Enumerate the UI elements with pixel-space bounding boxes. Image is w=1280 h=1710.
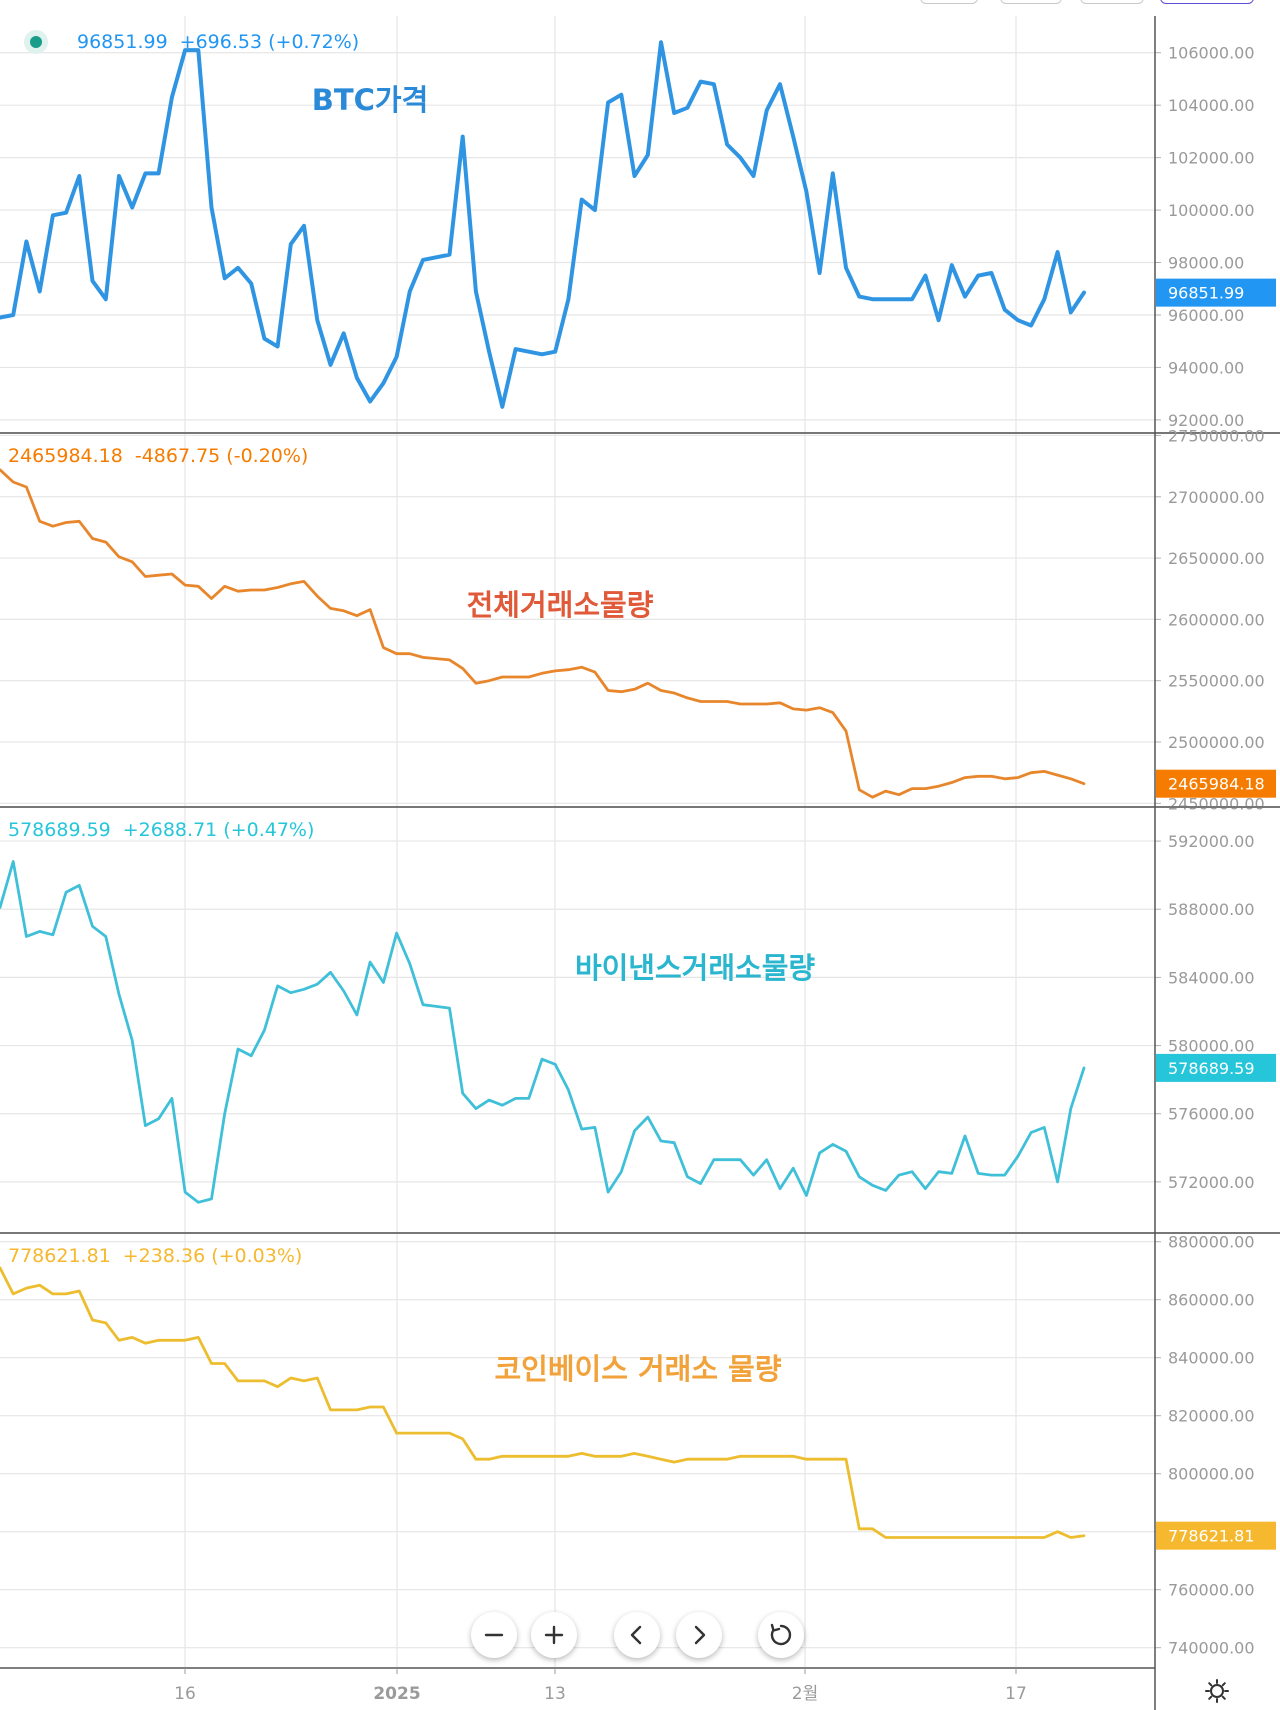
- x-tick-label: 16: [174, 1684, 196, 1704]
- y-tick-label: 860000.00: [1168, 1291, 1255, 1310]
- series-line-btc: [0, 40, 1086, 409]
- gear-icon: [1205, 1679, 1229, 1703]
- legend-change: +2688.71 (+0.47%): [123, 819, 315, 841]
- y-tick-label: 592000.00: [1168, 832, 1255, 851]
- legend-value: 578689.59: [8, 819, 111, 841]
- y-tick-label: 100000.00: [1168, 201, 1255, 220]
- legend-change: +238.36 (+0.03%): [123, 1245, 303, 1267]
- y-tick-label: 760000.00: [1168, 1581, 1255, 1600]
- x-tick-label: 2025: [373, 1684, 420, 1704]
- y-tick-label: 2500000.00: [1168, 733, 1265, 752]
- last-value-badge: [1156, 1521, 1276, 1550]
- last-value-label: 96851.99: [1168, 284, 1244, 303]
- y-tick-label: 2750000.00: [1168, 426, 1265, 445]
- x-tick-label: 2월: [792, 1684, 818, 1704]
- x-tick-label: 17: [1005, 1684, 1027, 1704]
- last-value-label: 2465984.18: [1168, 775, 1265, 794]
- last-value-badge: [1156, 769, 1276, 798]
- last-value-label: 778621.81: [1168, 1527, 1255, 1546]
- y-tick-label: 104000.00: [1168, 96, 1255, 115]
- legend-change: +696.53 (+0.72%): [180, 31, 360, 53]
- series-line-binance: [0, 860, 1086, 1204]
- legend-value: 96851.99: [77, 31, 168, 53]
- minus-icon: [484, 1633, 504, 1637]
- last-value-badge: [1156, 278, 1276, 307]
- scroll-right-button[interactable]: [676, 1612, 722, 1658]
- chevron-left-icon: [630, 1625, 642, 1645]
- y-tick-label: 2550000.00: [1168, 672, 1265, 691]
- y-tick-label: 880000.00: [1168, 1233, 1255, 1252]
- y-tick-label: 2700000.00: [1168, 488, 1265, 507]
- plus-icon: [544, 1625, 564, 1645]
- chevron-right-icon: [694, 1625, 706, 1645]
- y-tick-label: 96000.00: [1168, 306, 1244, 325]
- y-tick-label: 820000.00: [1168, 1407, 1255, 1426]
- reset-chart-button[interactable]: [758, 1612, 804, 1658]
- y-tick-label: 102000.00: [1168, 149, 1255, 168]
- panel-annotation-btc: BTC가격: [312, 83, 429, 117]
- y-tick-label: 94000.00: [1168, 358, 1244, 377]
- y-tick-label: 92000.00: [1168, 411, 1244, 430]
- y-tick-label: 740000.00: [1168, 1639, 1255, 1658]
- y-tick-label: 2600000.00: [1168, 610, 1265, 629]
- y-tick-label: 2650000.00: [1168, 549, 1265, 568]
- y-tick-label: 800000.00: [1168, 1465, 1255, 1484]
- legend-dot: [30, 36, 42, 48]
- y-tick-label: 588000.00: [1168, 900, 1255, 919]
- series-line-coinbase: [0, 1266, 1086, 1539]
- legend-change: -4867.75 (-0.20%): [135, 445, 309, 467]
- last-value-badge: [1156, 1053, 1276, 1082]
- y-tick-label: 572000.00: [1168, 1173, 1255, 1192]
- scroll-left-button[interactable]: [614, 1612, 660, 1658]
- top-toolbar: [0, 0, 1280, 16]
- panel-annotation-total: 전체거래소물량: [467, 588, 654, 622]
- zoom-in-button[interactable]: [531, 1612, 577, 1658]
- y-tick-label: 576000.00: [1168, 1105, 1255, 1124]
- y-tick-label: 98000.00: [1168, 254, 1244, 273]
- y-tick-label: 840000.00: [1168, 1349, 1255, 1368]
- x-tick-label: 13: [544, 1684, 566, 1704]
- reset-icon: [770, 1623, 792, 1646]
- y-tick-label: 2450000.00: [1168, 794, 1265, 813]
- y-tick-label: 584000.00: [1168, 968, 1255, 987]
- y-tick-label: 580000.00: [1168, 1037, 1255, 1056]
- zoom-out-button[interactable]: [471, 1612, 517, 1658]
- series-line-total: [0, 468, 1086, 799]
- y-tick-label: 106000.00: [1168, 44, 1255, 63]
- panel-annotation-binance: 바이낸스거래소물량: [575, 951, 815, 985]
- legend-value: 778621.81: [8, 1245, 111, 1267]
- settings-button[interactable]: [1198, 1672, 1236, 1710]
- panel-annotation-coinbase: 코인베이스 거래소 물량: [495, 1352, 782, 1386]
- last-value-label: 578689.59: [1168, 1059, 1255, 1078]
- legend-value: 2465984.18: [8, 445, 123, 467]
